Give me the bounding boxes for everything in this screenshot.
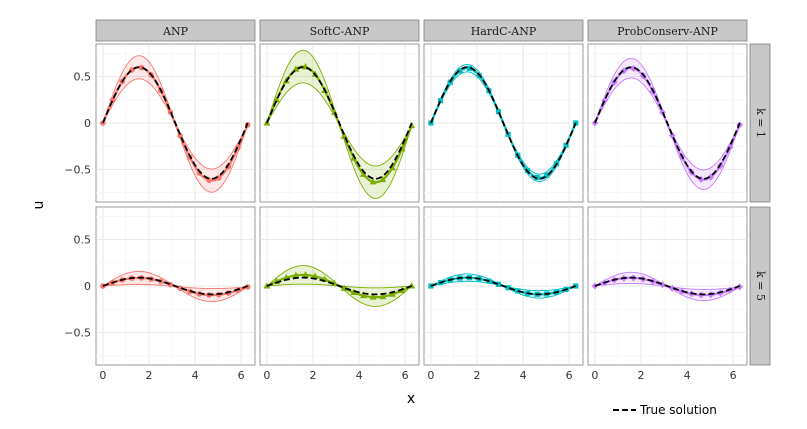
panel-hardc-anp-k-5 [423,206,584,366]
column-strip-hardc-anp: HardC-ANP [423,19,584,42]
panel-hardc-anp-k-1 [423,43,584,203]
true-solution-line [102,276,249,296]
panel-softc-anp-k-5 [259,206,420,366]
column-strip-anp: ANP [95,19,256,42]
panel-gridlines [424,44,583,202]
row-strip-bg [749,43,771,203]
data-point-marker [369,293,377,300]
data-point-marker [659,108,666,116]
data-point-marker [668,131,676,140]
x-tick-label: 4 [192,369,199,382]
y-tick-label: −0.5 [64,326,91,339]
data-point-marker [726,143,734,151]
true-solution-line [594,276,741,296]
x-tick-label: 0 [99,369,106,382]
panel-gridlines [260,207,419,365]
true-solution-line [594,66,741,180]
data-point-marker [668,284,676,292]
y-tick-label: 0.5 [74,71,92,84]
x-tick-label: 6 [730,369,737,382]
data-point-marker [388,290,396,297]
data-point-marker [437,98,444,104]
panel-gridlines [424,207,583,365]
y-tick-label: 0 [84,280,91,293]
legend-true-solution-label: True solution [639,403,717,417]
x-tick-label: 0 [263,369,270,382]
data-point-marker [359,291,367,299]
data-point-marker [379,175,387,183]
column-strip-bg [423,19,584,42]
data-point-marker [369,178,377,185]
panel-softc-anp-k-1 [259,43,420,203]
row-strip-bg [749,206,771,366]
column-strip-softc-anp: SoftC-ANP [259,19,420,42]
row-strip-label: k = 1 [754,108,767,138]
true-solution-line [430,276,577,296]
column-strip-bg [259,19,420,42]
x-axis-label: x [407,391,415,407]
column-strip-label: SoftC-ANP [310,25,370,38]
panel-anp-k-1 [95,43,256,203]
y-tick-label: 0.5 [74,234,92,247]
data-point-marker [601,97,608,105]
panel-anp-k-5 [95,206,256,366]
true-solution-line [430,66,577,180]
column-strip-bg [95,19,256,42]
true-solution-line [102,66,249,180]
chart-panels: −0.5 0 0.5 −0.5 0 0.5 0 2 4 6 0 2 4 6 0 2 4 6 0 2 4 6 [64,43,748,382]
x-tick-label: 2 [474,369,481,382]
column-strip-label: ProbConserv-ANP [617,25,718,38]
y-tick-label: −0.5 [64,163,91,176]
x-tick-label: 2 [146,369,153,382]
true-solution-line [266,66,413,180]
row-strip-label: k = 5 [754,271,767,301]
facet-strips: ANP SoftC-ANP HardC-ANP ProbConserv-ANP k = … [95,19,771,366]
x-tick-label: 6 [566,369,573,382]
data-point-marker [620,67,628,75]
row-strip-k-1: k = 1 [749,43,771,203]
row-strip-k-5: k = 5 [749,206,771,366]
x-tick-label: 0 [427,369,434,382]
x-tick-label: 2 [310,369,317,382]
panel-gridlines [260,44,419,202]
x-tick-label: 4 [356,369,363,382]
column-strip-bg [587,19,748,42]
x-tick-label: 6 [238,369,245,382]
x-tick-label: 0 [591,369,598,382]
data-point-marker [379,292,387,300]
x-tick-label: 4 [520,369,527,382]
chart-axes: x u [31,201,415,407]
x-tick-label: 6 [402,369,409,382]
panel-gridlines [96,44,255,202]
true-solution-line [266,276,413,296]
panel-probconserv-anp-k-1 [587,43,748,203]
column-strip-label: HardC-ANP [471,25,537,38]
column-strip-label: ANP [162,25,189,38]
y-axis-label: u [31,201,47,210]
column-strip-probconserv-anp: ProbConserv-ANP [587,19,748,42]
x-tick-label: 2 [638,369,645,382]
panel-probconserv-anp-k-5 [587,206,748,366]
legend: True solution [613,403,717,417]
x-tick-label: 4 [684,369,691,382]
y-tick-label: 0 [84,117,91,130]
